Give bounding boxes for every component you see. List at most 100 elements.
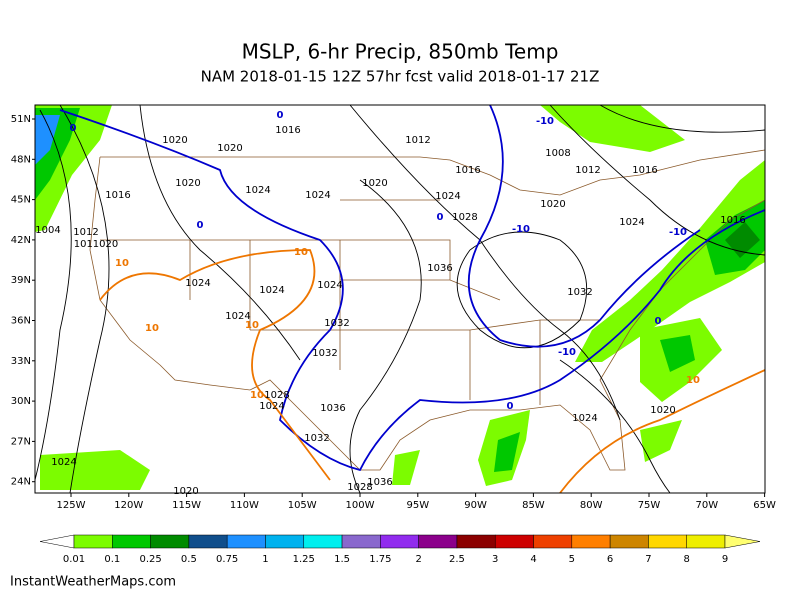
lon-label: 90W: [464, 500, 487, 511]
lon-label: 95W: [406, 500, 429, 511]
colorbar-box: [494, 534, 534, 549]
colorbar-label: 7: [645, 554, 651, 565]
lon-label: 80W: [580, 500, 603, 511]
isobar-label: 1020: [175, 178, 200, 189]
colorbar-label: 2: [415, 554, 421, 565]
isobar-label: 1012: [73, 227, 98, 238]
colorbar-box: [648, 534, 687, 549]
colorbar-box: [456, 534, 496, 549]
isobar-label: 1024: [317, 280, 342, 291]
isotherm-label: 0: [70, 123, 77, 134]
colorbar-label: 0.1: [104, 554, 120, 565]
isobar-label: 1016: [105, 190, 130, 201]
colorbar-label: 6: [607, 554, 613, 565]
colorbar-label: 0.25: [139, 554, 161, 565]
colorbar-label: 8: [684, 554, 690, 565]
colorbar-box: [341, 534, 381, 549]
isotherm-label: 0: [507, 401, 514, 412]
colorbar-box: [686, 534, 726, 549]
colorbar-label: 0.75: [216, 554, 238, 565]
isobar-label: 1032: [567, 287, 592, 298]
colorbar-label: 2.5: [449, 554, 465, 565]
colorbar-box: [303, 534, 343, 549]
lat-label: 42N: [11, 235, 31, 246]
lon-label: 75W: [638, 500, 661, 511]
isobar-label: 1024: [572, 413, 597, 424]
lat-label: 30N: [11, 396, 31, 407]
isobar-label: 1020: [540, 199, 565, 210]
isobar-label: 1036: [367, 477, 392, 488]
colorbar-label: 1: [262, 554, 268, 565]
isotherm-label: 10: [115, 258, 129, 269]
isobar-label: 1024: [225, 311, 250, 322]
isobar-label: 1024: [259, 285, 284, 296]
isobar-label: 1016: [275, 125, 300, 136]
colorbar: 0.01 0.1 0.25 0.5 0.75 1 1.25 1.5 1.75 2 2.5 3 4 5 6 7 8…: [39, 534, 761, 565]
colorbar-box: [609, 534, 649, 549]
isotherm-label: 10: [145, 323, 159, 334]
colorbar-label: 0.5: [181, 554, 197, 565]
lat-label: 36N: [11, 316, 31, 327]
isobar-label: 1024: [259, 401, 284, 412]
colorbar-end: [724, 534, 761, 549]
isotherms: [59, 104, 766, 494]
isotherm-label: -10: [558, 347, 576, 358]
colorbar-box: [380, 534, 419, 549]
colorbar-label: 3: [492, 554, 498, 565]
map: [34, 104, 766, 494]
isobar-label: 1012: [575, 165, 600, 176]
isobar-label: 1028: [264, 390, 289, 401]
isobar-label: 1024: [185, 278, 210, 289]
isobar-label: 1024: [619, 217, 644, 228]
isobar-label: 1024: [435, 191, 460, 202]
colorbar-box: [265, 534, 305, 549]
title: MSLP, 6-hr Precip, 850mb Temp: [242, 40, 559, 64]
isobar-label: 1032: [312, 348, 337, 359]
colorbar-box: [571, 534, 611, 549]
isotherm-label: 10: [294, 247, 308, 258]
isobar-label: 1011020: [74, 239, 119, 250]
isotherm-label: -10: [536, 116, 554, 127]
isobar-label: 1032: [324, 318, 349, 329]
colorbar-end: [39, 534, 75, 549]
isobar-label: 1036: [320, 403, 345, 414]
lon-label: 115W: [172, 500, 201, 511]
isobar-label: 1008: [545, 148, 570, 159]
isobar-label: 1012: [405, 135, 430, 146]
lon-label: 120W: [114, 500, 143, 511]
isobar-label: 1024: [245, 185, 270, 196]
lon-label: 110W: [230, 500, 259, 511]
colorbar-label: 1.75: [369, 554, 391, 565]
isobar-label: 1016: [632, 165, 657, 176]
lat-label: 45N: [11, 195, 31, 206]
isotherm-label: 0: [277, 110, 284, 121]
isotherm-label: 0: [437, 212, 444, 223]
isobar-label: 1004: [35, 225, 60, 236]
colorbar-box: [112, 534, 151, 549]
colorbar-label: 5: [569, 554, 575, 565]
isobar-label: 1016: [720, 215, 745, 226]
colorbar-label: 1.25: [293, 554, 315, 565]
colorbar-label: 1.5: [334, 554, 350, 565]
isotherm-label: 0: [197, 220, 204, 231]
lat-label: 27N: [11, 436, 31, 447]
isobar-label: 1020: [162, 135, 187, 146]
colorbar-box: [150, 534, 190, 549]
colorbar-label: 4: [530, 554, 536, 565]
borders: [89, 149, 766, 471]
lat-label: 24N: [11, 477, 31, 488]
isobar-label: 1024: [305, 190, 330, 201]
isotherm-label: -10: [669, 227, 687, 238]
isobar-label: 1020: [217, 143, 242, 154]
colorbar-box: [418, 534, 458, 549]
lat-label: 39N: [11, 275, 31, 286]
isobar-label: 1016: [455, 165, 480, 176]
isobar-label: 1032: [304, 433, 329, 444]
colorbar-label: 0.01: [63, 554, 85, 565]
lat-label: 48N: [11, 154, 31, 165]
lon-label: 65W: [753, 500, 776, 511]
lat-label: 51N: [11, 114, 31, 125]
colorbar-box: [73, 534, 113, 549]
lon-label: 125W: [57, 500, 86, 511]
